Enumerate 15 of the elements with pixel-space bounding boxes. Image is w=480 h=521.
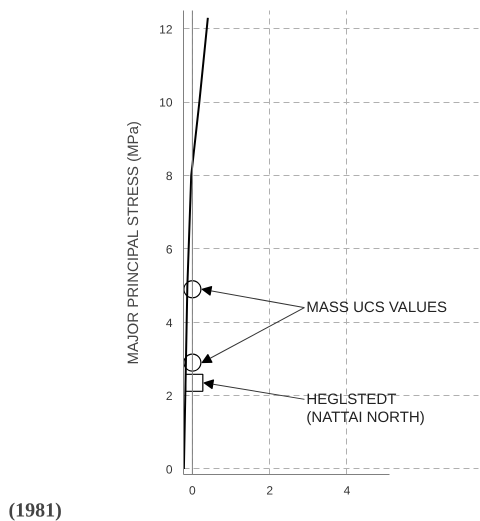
text: (1981)	[8, 500, 62, 521]
y-tick-label: 4	[166, 316, 173, 330]
x-tick-label: 4	[344, 484, 351, 498]
y-tick-label: 0	[166, 462, 173, 476]
text: HEGLSTEDT (NATTAI NORTH)	[306, 390, 425, 426]
y-tick-label: 12	[159, 22, 173, 36]
y-axis-title: MAJOR PRINCIPAL STRESS (MPa)	[125, 121, 142, 364]
y-tick-label: 6	[166, 242, 173, 256]
x-tick-label: 0	[189, 484, 196, 498]
text: MASS UCS VALUES	[306, 299, 448, 316]
y-tick-label: 8	[166, 169, 173, 184]
x-tick-label: 2	[266, 484, 274, 498]
y-tick-label: 2	[166, 389, 173, 404]
line-series	[184, 16, 209, 470]
y-tick-label: 10	[159, 96, 173, 110]
